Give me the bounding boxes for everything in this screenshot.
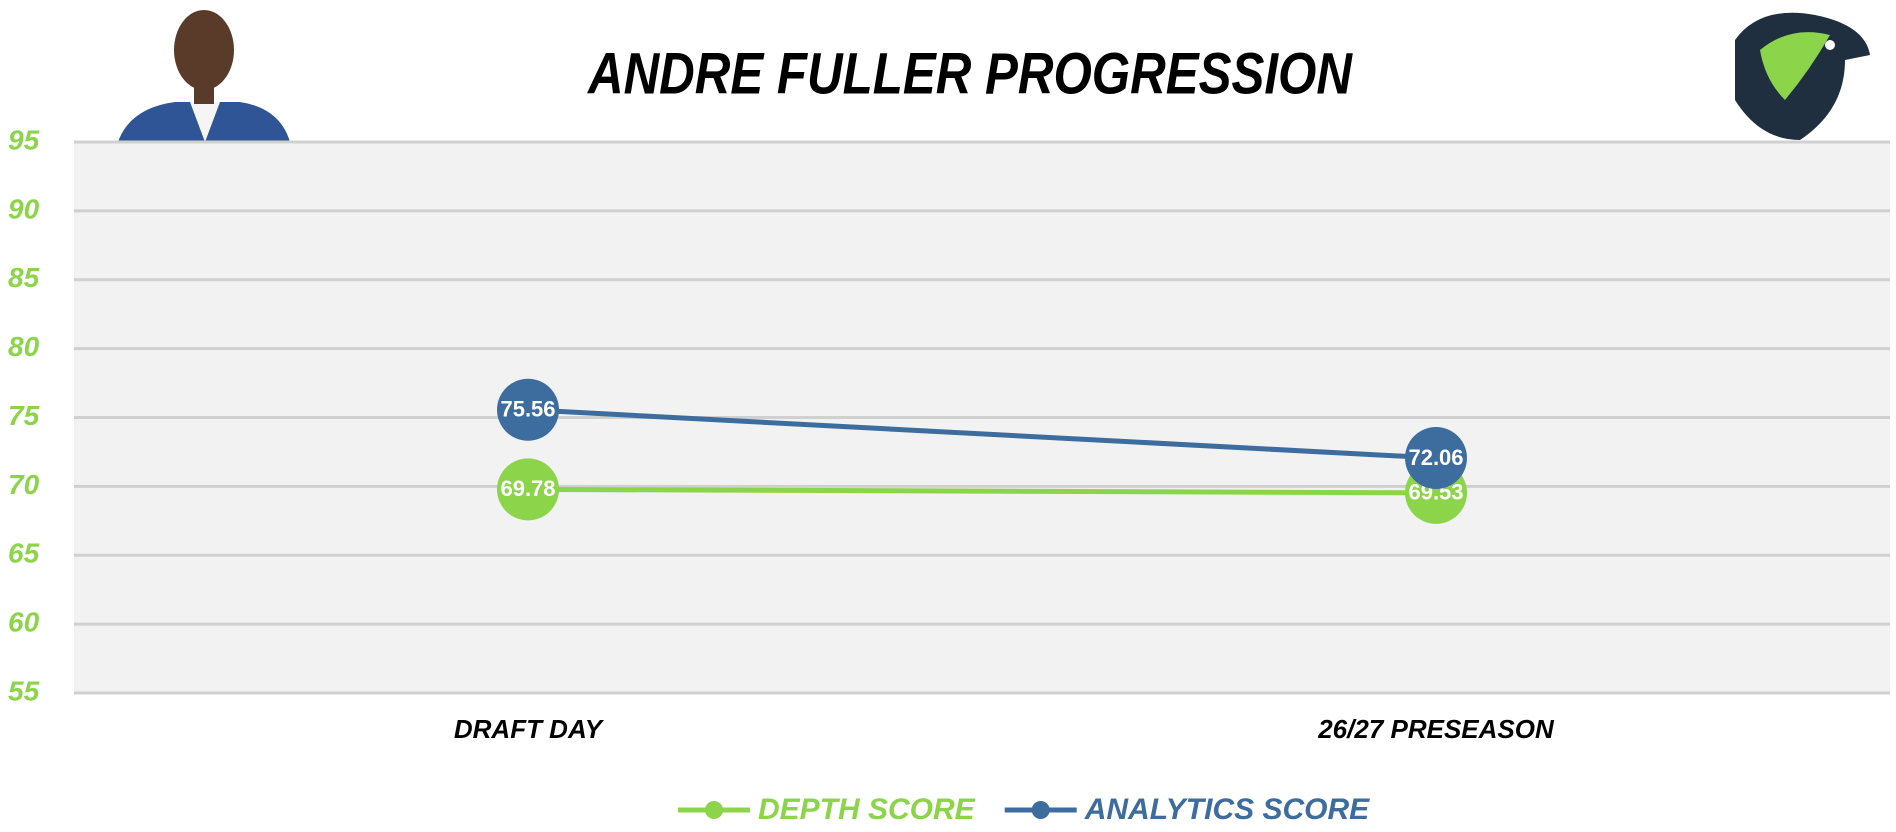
- y-tick-label: 80: [8, 331, 40, 362]
- chart-title: ANDRE FULLER PROGRESSION: [586, 42, 1353, 107]
- legend-marker: [1031, 801, 1050, 819]
- player-photo: [118, 10, 290, 142]
- y-tick-label: 75: [8, 400, 40, 431]
- y-tick-label: 95: [8, 124, 40, 155]
- y-tick-label: 90: [8, 193, 40, 224]
- data-point: [497, 378, 559, 441]
- y-tick-label: 85: [8, 262, 40, 293]
- x-tick-label: 26/27 PRESEASON: [1317, 714, 1555, 744]
- legend-marker: [705, 801, 723, 819]
- x-tick-label: DRAFT DAY: [454, 714, 605, 744]
- y-tick-label: 70: [8, 469, 40, 500]
- legend-label: DEPTH SCORE: [758, 793, 976, 826]
- series-line: [527, 486, 1437, 496]
- y-tick-label: 60: [8, 607, 40, 638]
- data-label: 69.78: [500, 476, 555, 501]
- data-label: 75.56: [500, 397, 555, 422]
- data-label: 72.06: [1408, 445, 1463, 470]
- team-logo: [1735, 12, 1870, 140]
- series-line: [527, 407, 1437, 461]
- data-point: [497, 458, 559, 521]
- y-tick-label: 65: [8, 538, 40, 569]
- legend-label: ANALYTICS SCORE: [1084, 793, 1370, 826]
- data-point: [1405, 426, 1467, 489]
- y-tick-label: 55: [8, 675, 40, 706]
